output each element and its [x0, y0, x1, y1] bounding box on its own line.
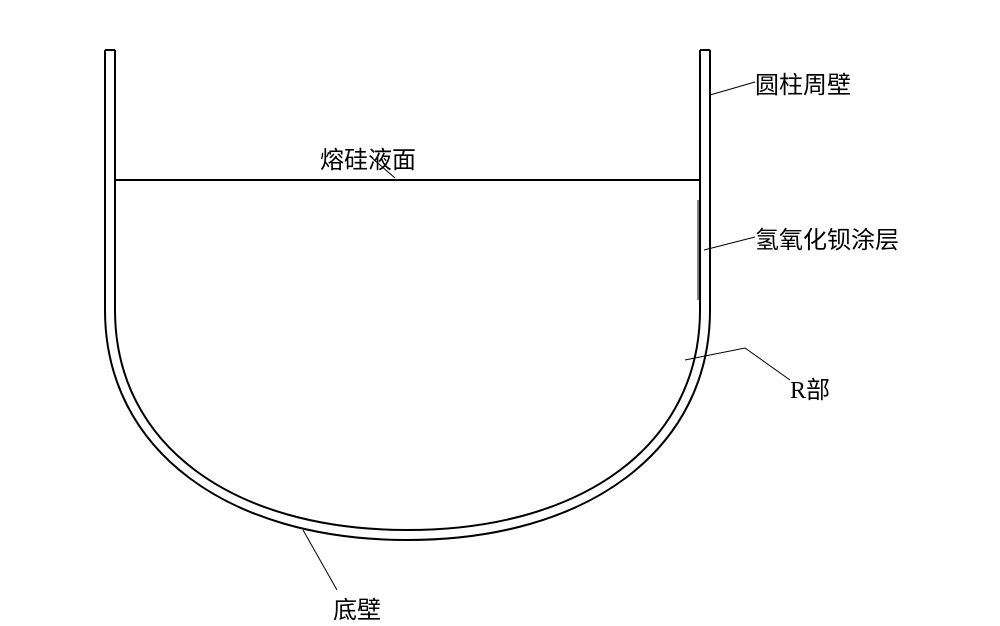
label-liquid-surface: 熔硅液面 — [320, 140, 416, 175]
label-r-section: R部 — [790, 370, 830, 405]
label-cylinder-wall: 圆柱周壁 — [755, 65, 851, 100]
crucible-diagram: 圆柱周壁 熔硅液面 氢氧化钡涂层 R部 底壁 — [0, 0, 1000, 621]
label-bottom-wall: 底壁 — [333, 590, 381, 625]
label-coating: 氢氧化钡涂层 — [755, 220, 899, 255]
